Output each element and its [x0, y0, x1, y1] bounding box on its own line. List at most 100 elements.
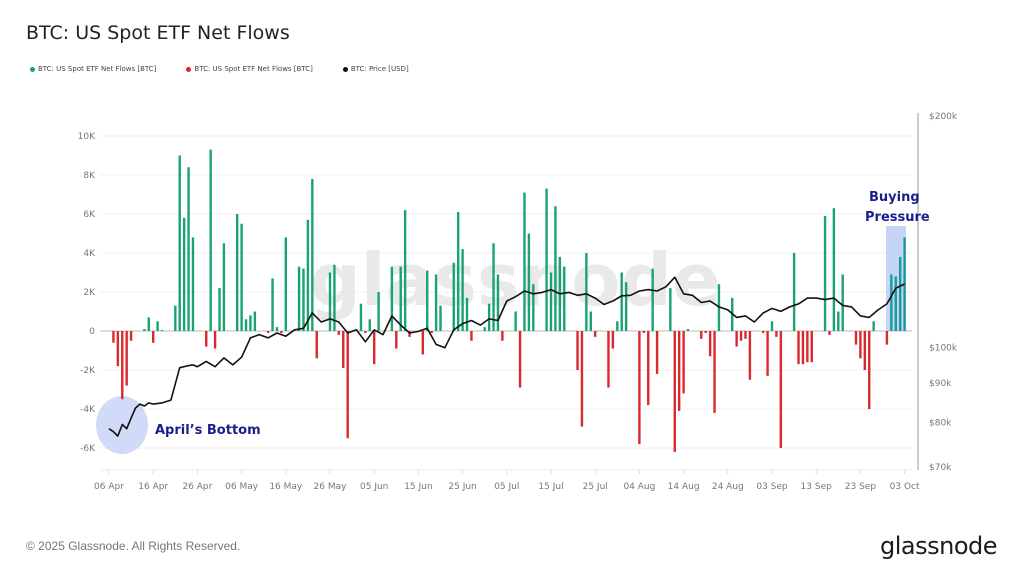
inflow-bar[interactable] — [651, 268, 654, 331]
outflow-bar[interactable] — [868, 331, 871, 409]
inflow-bar[interactable] — [143, 329, 146, 331]
inflow-bar[interactable] — [532, 284, 535, 331]
inflow-bar[interactable] — [890, 274, 893, 331]
inflow-bar[interactable] — [616, 321, 619, 331]
outflow-bar[interactable] — [213, 331, 217, 349]
inflow-bar[interactable] — [302, 268, 305, 331]
outflow-bar[interactable] — [116, 331, 120, 367]
outflow-bar[interactable] — [408, 331, 411, 337]
outflow-bar[interactable] — [395, 331, 398, 349]
inflow-bar[interactable] — [156, 321, 159, 331]
inflow-bar[interactable] — [452, 262, 455, 331]
outflow-bar[interactable] — [854, 331, 858, 345]
inflow-bar[interactable] — [275, 327, 279, 331]
outflow-bar[interactable] — [700, 331, 703, 339]
inflow-bar[interactable] — [514, 311, 517, 332]
outflow-bar[interactable] — [638, 331, 641, 445]
inflow-bar[interactable] — [240, 223, 243, 331]
outflow-bar[interactable] — [761, 331, 765, 333]
inflow-bar[interactable] — [823, 215, 827, 331]
outflow-bar[interactable] — [430, 331, 433, 333]
outflow-bar[interactable] — [346, 331, 349, 439]
inflow-bar[interactable] — [483, 327, 486, 331]
legend-item-outflows[interactable]: BTC: US Spot ETF Net Flows [BTC] — [186, 65, 313, 73]
inflow-bar[interactable] — [523, 192, 526, 331]
outflow-bar[interactable] — [682, 331, 685, 394]
outflow-bar[interactable] — [704, 331, 707, 333]
inflow-bar[interactable] — [439, 305, 442, 331]
inflow-bar[interactable] — [333, 264, 336, 331]
inflow-bar[interactable] — [191, 237, 195, 331]
inflow-bar[interactable] — [222, 243, 226, 331]
inflow-bar[interactable] — [527, 233, 531, 332]
inflow-bar[interactable] — [686, 329, 690, 331]
inflow-bar[interactable] — [403, 210, 407, 331]
inflow-bar[interactable] — [624, 282, 628, 331]
outflow-bar[interactable] — [121, 331, 124, 400]
inflow-bar[interactable] — [306, 219, 310, 331]
outflow-bar[interactable] — [677, 331, 681, 411]
inflow-bar[interactable] — [837, 311, 840, 332]
outflow-bar[interactable] — [266, 331, 270, 333]
outflow-bar[interactable] — [766, 331, 769, 376]
inflow-bar[interactable] — [832, 208, 836, 331]
inflow-bar[interactable] — [328, 272, 332, 332]
outflow-bar[interactable] — [744, 331, 747, 339]
outflow-bar[interactable] — [576, 331, 579, 370]
outflow-bar[interactable] — [739, 331, 743, 341]
outflow-bar[interactable] — [421, 331, 425, 355]
outflow-bar[interactable] — [518, 331, 522, 388]
legend-item-inflows[interactable]: BTC: US Spot ETF Net Flows [BTC] — [30, 65, 156, 73]
outflow-bar[interactable] — [673, 331, 676, 452]
inflow-bar[interactable] — [898, 256, 902, 331]
outflow-bar[interactable] — [775, 331, 778, 337]
inflow-bar[interactable] — [461, 249, 464, 331]
inflow-bar[interactable] — [554, 206, 557, 331]
inflow-bar[interactable] — [496, 274, 500, 331]
outflow-bar[interactable] — [647, 331, 650, 406]
inflow-bar[interactable] — [182, 217, 186, 331]
inflow-bar[interactable] — [585, 253, 588, 331]
outflow-bar[interactable] — [828, 331, 831, 335]
outflow-bar[interactable] — [779, 331, 783, 448]
outflow-bar[interactable] — [364, 331, 367, 333]
inflow-bar[interactable] — [178, 155, 181, 332]
inflow-bar[interactable] — [160, 330, 164, 331]
inflow-bar[interactable] — [244, 319, 248, 331]
outflow-bar[interactable] — [280, 331, 283, 333]
glassnode-logo[interactable]: glassnode — [879, 532, 998, 560]
inflow-bar[interactable] — [174, 305, 177, 331]
inflow-bar[interactable] — [872, 321, 875, 331]
outflow-bar[interactable] — [152, 331, 155, 343]
inflow-bar[interactable] — [253, 311, 257, 332]
inflow-bar[interactable] — [297, 266, 301, 331]
outflow-bar[interactable] — [342, 331, 345, 369]
inflow-bar[interactable] — [487, 303, 491, 331]
outflow-bar[interactable] — [885, 331, 889, 345]
outflow-bar[interactable] — [129, 331, 133, 341]
outflow-bar[interactable] — [797, 331, 800, 365]
inflow-bar[interactable] — [249, 315, 252, 331]
inflow-bar[interactable] — [426, 270, 429, 331]
inflow-bar[interactable] — [841, 274, 844, 331]
inflow-bar[interactable] — [209, 149, 212, 331]
outflow-bar[interactable] — [125, 331, 128, 386]
outflow-bar[interactable] — [373, 331, 376, 365]
outflow-bar[interactable] — [501, 331, 504, 341]
outflow-bar[interactable] — [655, 331, 659, 374]
inflow-bar[interactable] — [434, 274, 438, 331]
inflow-bar[interactable] — [235, 214, 239, 331]
inflow-bar[interactable] — [894, 276, 897, 331]
inflow-bar[interactable] — [377, 292, 380, 331]
inflow-bar[interactable] — [456, 212, 460, 331]
inflow-bar[interactable] — [399, 266, 402, 331]
outflow-bar[interactable] — [713, 331, 716, 413]
inflow-bar[interactable] — [545, 188, 548, 331]
inflow-bar[interactable] — [465, 297, 469, 331]
inflow-bar[interactable] — [359, 303, 363, 331]
outflow-bar[interactable] — [594, 331, 597, 337]
outflow-bar[interactable] — [315, 331, 318, 359]
outflow-bar[interactable] — [735, 331, 738, 347]
inflow-bar[interactable] — [563, 266, 566, 331]
inflow-bar[interactable] — [187, 167, 190, 331]
